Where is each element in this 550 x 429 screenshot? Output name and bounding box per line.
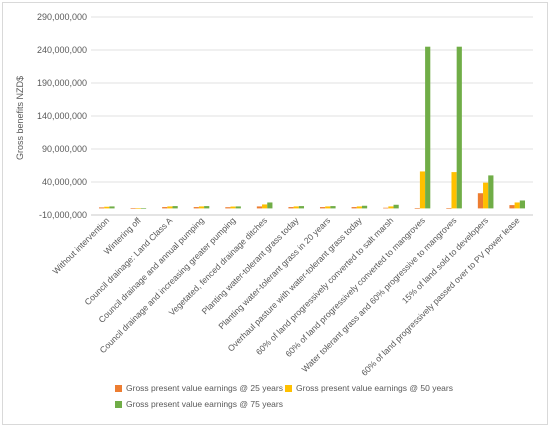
bar <box>446 208 452 209</box>
bar <box>393 204 399 209</box>
bar <box>456 46 462 209</box>
bar <box>361 205 368 209</box>
bar <box>319 207 326 209</box>
x-tick-label: Planting water-tolerant grass in 20 year… <box>216 215 332 331</box>
y-tick-label: -10,000,000 <box>39 210 87 220</box>
bar <box>135 208 141 209</box>
bar <box>356 206 362 209</box>
bar <box>288 207 294 209</box>
bar <box>198 206 205 209</box>
bar <box>414 208 420 209</box>
bar <box>514 202 520 209</box>
y-tick-label: 90,000,000 <box>42 144 87 154</box>
bar <box>451 172 457 209</box>
bar <box>104 206 110 209</box>
bar <box>193 207 199 209</box>
bar <box>298 206 305 209</box>
bar <box>388 206 394 209</box>
bar <box>330 206 336 209</box>
gridlines <box>91 16 533 216</box>
bar <box>425 46 431 209</box>
y-axis-label: Gross benefits NZD$ <box>15 76 25 160</box>
bar <box>293 206 299 209</box>
y-axis-tick-labels: -10,000,000 40,000,000 90,000,000 140,000,0… <box>37 12 87 220</box>
bar <box>477 193 484 209</box>
bar-chart: -10,000,000 40,000,000 90,000,000 140,000,0… <box>15 12 533 378</box>
bar <box>130 208 136 209</box>
bar <box>483 182 489 209</box>
bar <box>519 200 526 209</box>
chart-frame: -10,000,000 40,000,000 90,000,000 140,000,0… <box>2 2 548 425</box>
bar <box>383 207 389 209</box>
bar <box>98 207 105 209</box>
bars <box>98 46 526 209</box>
bar <box>109 206 115 209</box>
y-tick-label: 240,000,000 <box>37 45 87 55</box>
bar <box>262 204 268 209</box>
bar <box>235 206 241 209</box>
bar <box>419 171 426 209</box>
bar <box>267 202 273 209</box>
bar <box>172 206 178 209</box>
bar <box>167 206 173 209</box>
bar <box>509 205 515 209</box>
y-tick-label: 290,000,000 <box>37 12 87 22</box>
bar <box>256 206 263 209</box>
bar <box>162 207 168 209</box>
bar <box>140 208 147 209</box>
bar <box>325 206 331 209</box>
y-tick-label: 140,000,000 <box>37 111 87 121</box>
x-tick-label: Without intervention <box>50 215 111 276</box>
y-tick-label: 190,000,000 <box>37 78 87 88</box>
bar <box>225 207 231 209</box>
y-tick-label: 40,000,000 <box>42 177 87 187</box>
bar <box>204 206 210 209</box>
bar <box>230 206 236 209</box>
bar <box>351 207 357 209</box>
bar <box>488 175 494 209</box>
